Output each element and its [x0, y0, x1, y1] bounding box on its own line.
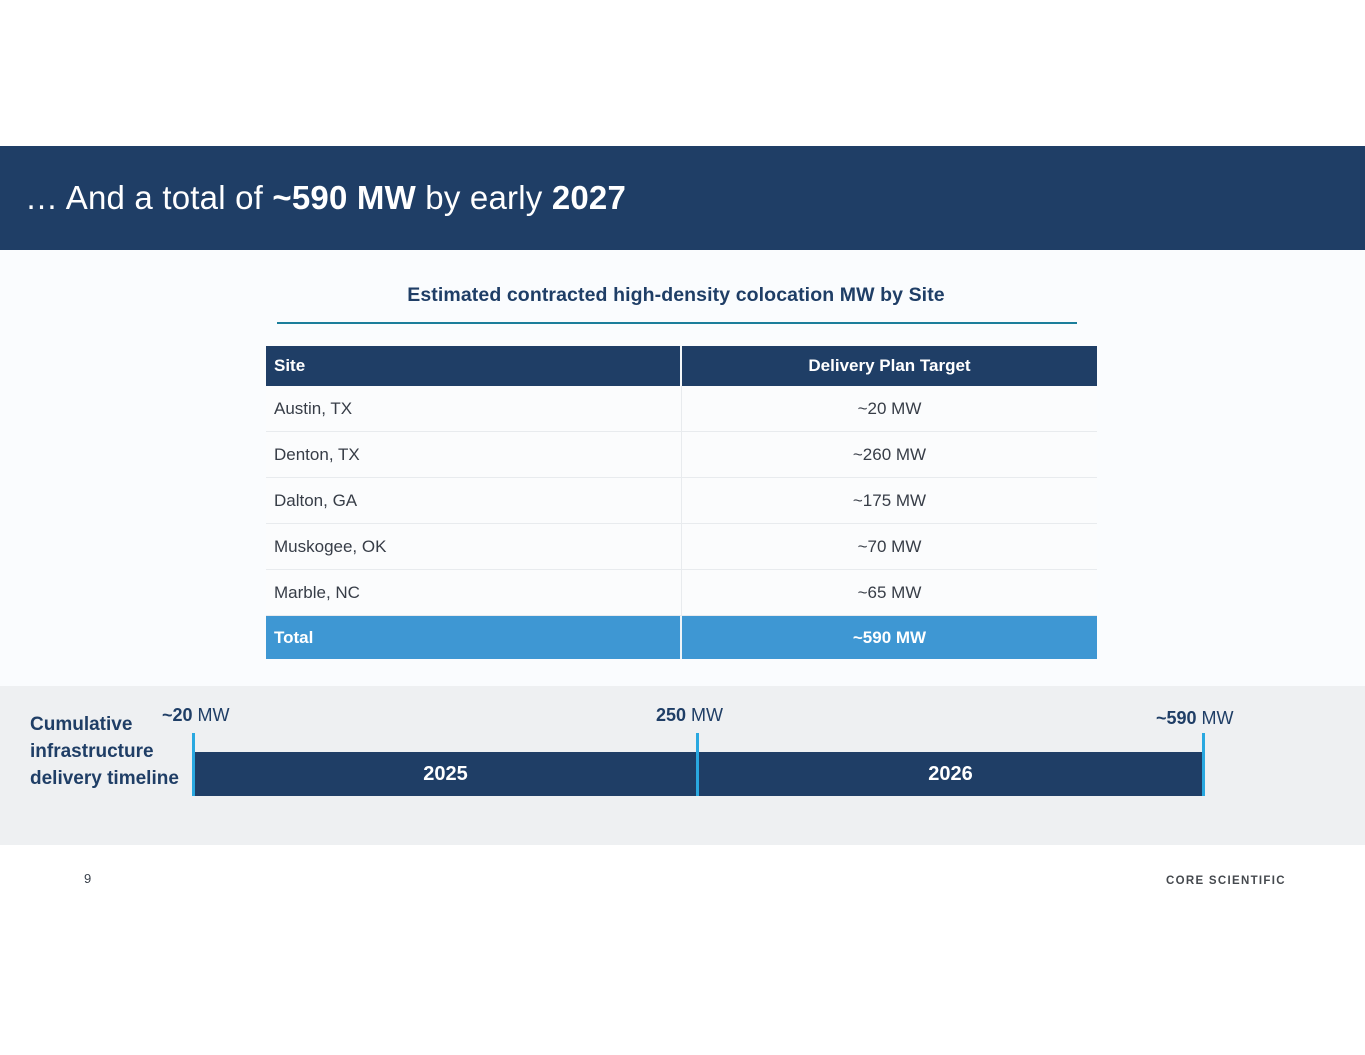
timeline-label: Cumulative infrastructure delivery timel… — [30, 714, 179, 789]
table-title: Estimated contracted high-density coloca… — [407, 284, 945, 306]
timeline-bar-2025: 2025 — [195, 752, 696, 796]
total-value-cell: ~590 MW — [852, 627, 927, 647]
timeline-tick-590mw — [1202, 733, 1205, 796]
timeline-marker-590mw: ~590 MW — [1156, 708, 1234, 729]
marker-unit: MW — [686, 705, 724, 725]
table-title-rule — [277, 322, 1077, 324]
table-total-row: Total ~590 MW — [266, 616, 1097, 659]
target-cell: ~175 MW — [852, 490, 927, 510]
table-row: Austin, TX ~20 MW — [266, 386, 1097, 432]
marker-value: ~590 — [1156, 708, 1197, 728]
slide-title-prefix: … And a total of — [25, 179, 273, 216]
slide-title-middle: by early — [415, 179, 552, 216]
core-scientific-logo: CORE SCIENTIFIC — [1166, 875, 1286, 887]
target-cell: ~65 MW — [857, 582, 922, 602]
site-cell: Dalton, GA — [266, 478, 682, 523]
slide-title: … And a total of ~590 MW by early 2027 — [25, 179, 626, 217]
column-header-target: Delivery Plan Target — [808, 356, 971, 375]
table-row: Denton, TX ~260 MW — [266, 432, 1097, 478]
timeline-marker-20mw: ~20 MW — [162, 705, 230, 726]
marker-unit: MW — [1196, 708, 1234, 728]
timeline-bar-2026: 2026 — [699, 752, 1202, 796]
total-label-cell: Total — [266, 616, 682, 659]
table-row: Muskogee, OK ~70 MW — [266, 524, 1097, 570]
marker-unit: MW — [192, 705, 230, 725]
site-cell: Austin, TX — [266, 386, 682, 431]
slide-title-year: 2027 — [551, 179, 627, 216]
title-band: … And a total of ~590 MW by early 2027 — [0, 146, 1365, 250]
colocation-table: Site Delivery Plan Target Austin, TX ~20… — [266, 346, 1097, 659]
site-cell: Marble, NC — [266, 570, 682, 615]
timeline-marker-250mw: 250 MW — [656, 705, 723, 726]
target-cell: ~70 MW — [857, 536, 922, 556]
site-cell: Denton, TX — [266, 432, 682, 477]
target-cell: ~260 MW — [852, 444, 927, 464]
table-row: Marble, NC ~65 MW — [266, 570, 1097, 616]
table-row: Dalton, GA ~175 MW — [266, 478, 1097, 524]
slide-title-highlight: ~590 MW — [272, 179, 416, 216]
site-cell: Muskogee, OK — [266, 524, 682, 569]
marker-value: 250 — [656, 705, 687, 725]
timeline-tick-20mw — [192, 733, 195, 796]
column-header-site: Site — [266, 346, 682, 386]
marker-value: ~20 — [162, 705, 193, 725]
timeline-tick-250mw — [696, 733, 699, 796]
page-number: 9 — [84, 871, 92, 886]
table-header-row: Site Delivery Plan Target — [266, 346, 1097, 386]
target-cell: ~20 MW — [857, 398, 922, 418]
